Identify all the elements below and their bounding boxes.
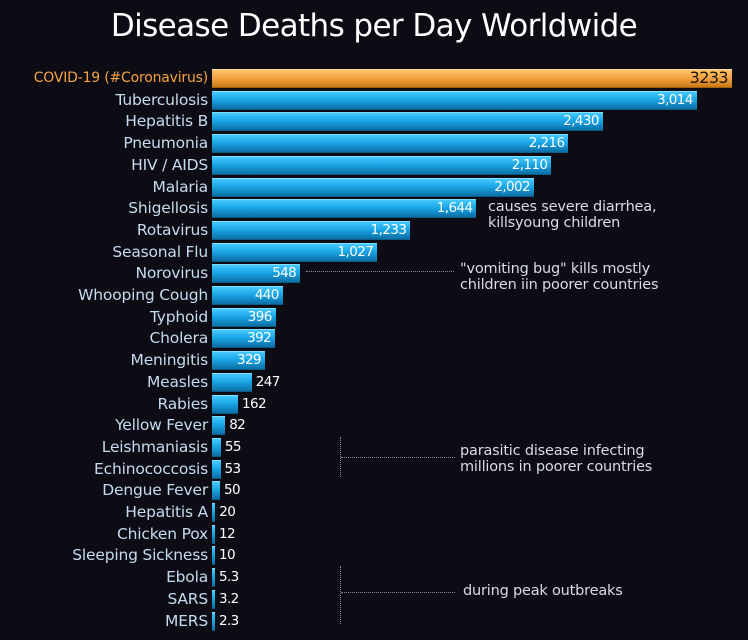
category-label: Meningitis bbox=[130, 351, 209, 369]
value-label: 10 bbox=[219, 547, 236, 563]
value-label: 247 bbox=[255, 374, 281, 390]
category-label: Norovirus bbox=[135, 264, 208, 282]
category-label: COVID-19 (#Coronavirus) bbox=[33, 70, 209, 86]
category-label: Seasonal Flu bbox=[112, 243, 208, 261]
category-label: Shigellosis bbox=[128, 199, 208, 217]
category-label: Rabies bbox=[157, 395, 209, 413]
value-label: 329 bbox=[236, 352, 262, 368]
annotation-line: children iin poorer countries bbox=[460, 277, 659, 293]
category-label: Whooping Cough bbox=[78, 286, 208, 304]
category-label: Yellow Fever bbox=[115, 416, 208, 434]
category-label: Pneumonia bbox=[123, 134, 208, 152]
value-label: 162 bbox=[242, 396, 267, 412]
bar bbox=[212, 416, 226, 435]
annotation-bracket-outbreaks bbox=[324, 566, 341, 624]
bar bbox=[212, 612, 215, 631]
value-label: 396 bbox=[247, 309, 273, 325]
bar bbox=[212, 112, 603, 131]
bar bbox=[212, 351, 265, 370]
bar bbox=[212, 308, 276, 327]
category-label: Hepatitis B bbox=[125, 112, 208, 130]
category-label: Chicken Pox bbox=[117, 525, 208, 543]
annotation-leader-norovirus bbox=[306, 271, 454, 272]
value-label: 50 bbox=[224, 482, 241, 498]
value-label: 1,644 bbox=[436, 200, 473, 216]
value-label: 1,027 bbox=[337, 244, 374, 260]
category-label: Typhoid bbox=[149, 308, 208, 326]
bar bbox=[212, 243, 378, 262]
bar bbox=[212, 481, 221, 500]
bar bbox=[212, 178, 534, 197]
value-label: 12 bbox=[219, 526, 236, 542]
bar bbox=[212, 91, 697, 110]
annotation-line: parasitic disease infecting bbox=[460, 443, 645, 459]
annotation-shigellosis: causes severe diarrhea, killsyoung child… bbox=[488, 199, 657, 231]
category-label: Ebola bbox=[166, 568, 208, 586]
category-label: Rotavirus bbox=[136, 221, 208, 239]
bar bbox=[212, 69, 732, 88]
annotation-outbreaks: during peak outbreaks bbox=[463, 583, 623, 599]
value-label: 440 bbox=[254, 287, 280, 303]
bar bbox=[212, 590, 215, 609]
value-label: 53 bbox=[224, 461, 242, 477]
annotation-parasitic: parasitic disease infecting millions in … bbox=[460, 443, 652, 475]
annotation-line: "vomiting bug" kills mostly bbox=[460, 261, 650, 277]
category-label: Hepatitis A bbox=[125, 503, 208, 521]
value-label: 392 bbox=[247, 330, 272, 346]
value-label: 1,233 bbox=[370, 222, 407, 238]
annotation-leader-outbreaks bbox=[341, 592, 455, 593]
value-label: 3,014 bbox=[657, 92, 693, 108]
bar bbox=[212, 546, 215, 565]
annotation-bracket-parasitic bbox=[324, 437, 341, 477]
value-label: 2.3 bbox=[219, 613, 239, 629]
value-label: 55 bbox=[224, 439, 242, 455]
category-label: Tuberculosis bbox=[115, 91, 208, 109]
annotation-norovirus: "vomiting bug" kills mostly children iin… bbox=[460, 261, 659, 293]
category-label: MERS bbox=[165, 612, 208, 630]
bar bbox=[212, 373, 252, 392]
value-label: 2,110 bbox=[511, 157, 548, 173]
category-label: Measles bbox=[146, 373, 208, 391]
bar bbox=[212, 134, 569, 153]
annotation-line: causes severe diarrhea, bbox=[488, 199, 657, 215]
category-label: Echinococcosis bbox=[94, 460, 208, 478]
bar bbox=[212, 395, 239, 414]
category-label: HIV / AIDS bbox=[131, 156, 208, 174]
value-label: 82 bbox=[229, 417, 246, 433]
bar bbox=[212, 503, 216, 522]
bar bbox=[212, 525, 215, 544]
annotation-line: killsyoung children bbox=[488, 215, 621, 231]
chart-title: Disease Deaths per Day Worldwide bbox=[110, 8, 638, 44]
annotation-leader-parasitic bbox=[341, 457, 455, 458]
bar bbox=[212, 460, 221, 479]
bar bbox=[212, 286, 283, 305]
value-label: 20 bbox=[219, 504, 236, 520]
bar bbox=[212, 199, 477, 218]
bar bbox=[212, 438, 221, 457]
category-label: SARS bbox=[167, 590, 208, 608]
value-label: 3.2 bbox=[219, 591, 239, 607]
category-label: Dengue Fever bbox=[102, 481, 208, 499]
value-label: 5.3 bbox=[219, 569, 239, 585]
annotation-line: millions in poorer countries bbox=[460, 459, 653, 475]
bar bbox=[212, 568, 215, 587]
bar bbox=[212, 221, 411, 240]
category-label: Sleeping Sickness bbox=[72, 546, 208, 564]
value-label: 2,430 bbox=[563, 113, 599, 129]
category-label: Malaria bbox=[152, 178, 209, 196]
category-label: Cholera bbox=[149, 329, 209, 347]
annotation-line: during peak outbreaks bbox=[463, 583, 623, 599]
value-label: 3233 bbox=[689, 68, 729, 87]
bar bbox=[212, 264, 301, 283]
bar bbox=[212, 329, 276, 348]
bar bbox=[212, 156, 552, 175]
value-label: 548 bbox=[272, 265, 297, 281]
category-label: Leishmaniasis bbox=[101, 438, 208, 456]
value-label: 2,002 bbox=[494, 179, 531, 195]
value-label: 2,216 bbox=[528, 135, 565, 151]
